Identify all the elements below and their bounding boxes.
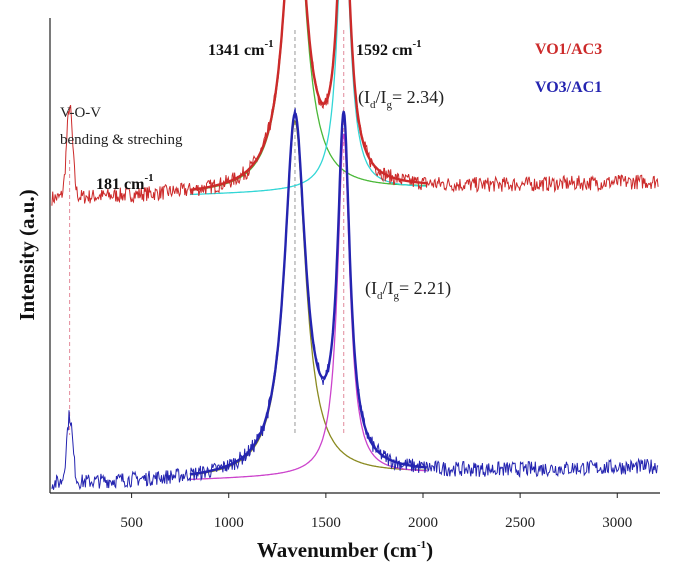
spectra [51,0,659,491]
peak-label-1341: 1341 cm-1 [208,38,274,59]
ratio-top: (Id/Ig= 2.34) [358,87,444,111]
fit-component-1592 [189,0,427,196]
reference-lines [69,30,345,435]
x-tick-label: 500 [120,515,143,531]
peak-label-1592: 1592 cm-1 [356,38,422,59]
x-tick-label: 2000 [408,515,438,531]
fit-envelope-VO3/AC1 [189,111,428,476]
y-axis-title: Intensity (a.u.) [15,189,39,320]
x-tick-label: 3000 [602,515,632,531]
vov-label: V-O-V [60,105,101,121]
vov-description: bending & streching [60,132,183,148]
x-ticks: 500 1000 1500 2000 2500 3000 [120,493,632,531]
fit-components [189,0,427,481]
spectrum-VO3/AC1 [51,108,659,491]
x-tick-label: 1500 [311,515,341,531]
peak-label-181: 181 cm-1 [96,172,154,193]
ratio-bottom: (Id/Ig= 2.21) [365,278,451,302]
x-tick-label: 2500 [505,515,535,531]
x-axis-title: Wavenumber (cm-1) [257,538,433,562]
legend-vo1-ac3: VO1/AC3 [535,41,602,58]
legend-vo3-ac1: VO3/AC1 [535,79,602,96]
fit-envelope-VO1/AC3 [189,0,428,192]
x-tick-label: 1000 [214,515,244,531]
fit-component-1592 [189,133,427,481]
